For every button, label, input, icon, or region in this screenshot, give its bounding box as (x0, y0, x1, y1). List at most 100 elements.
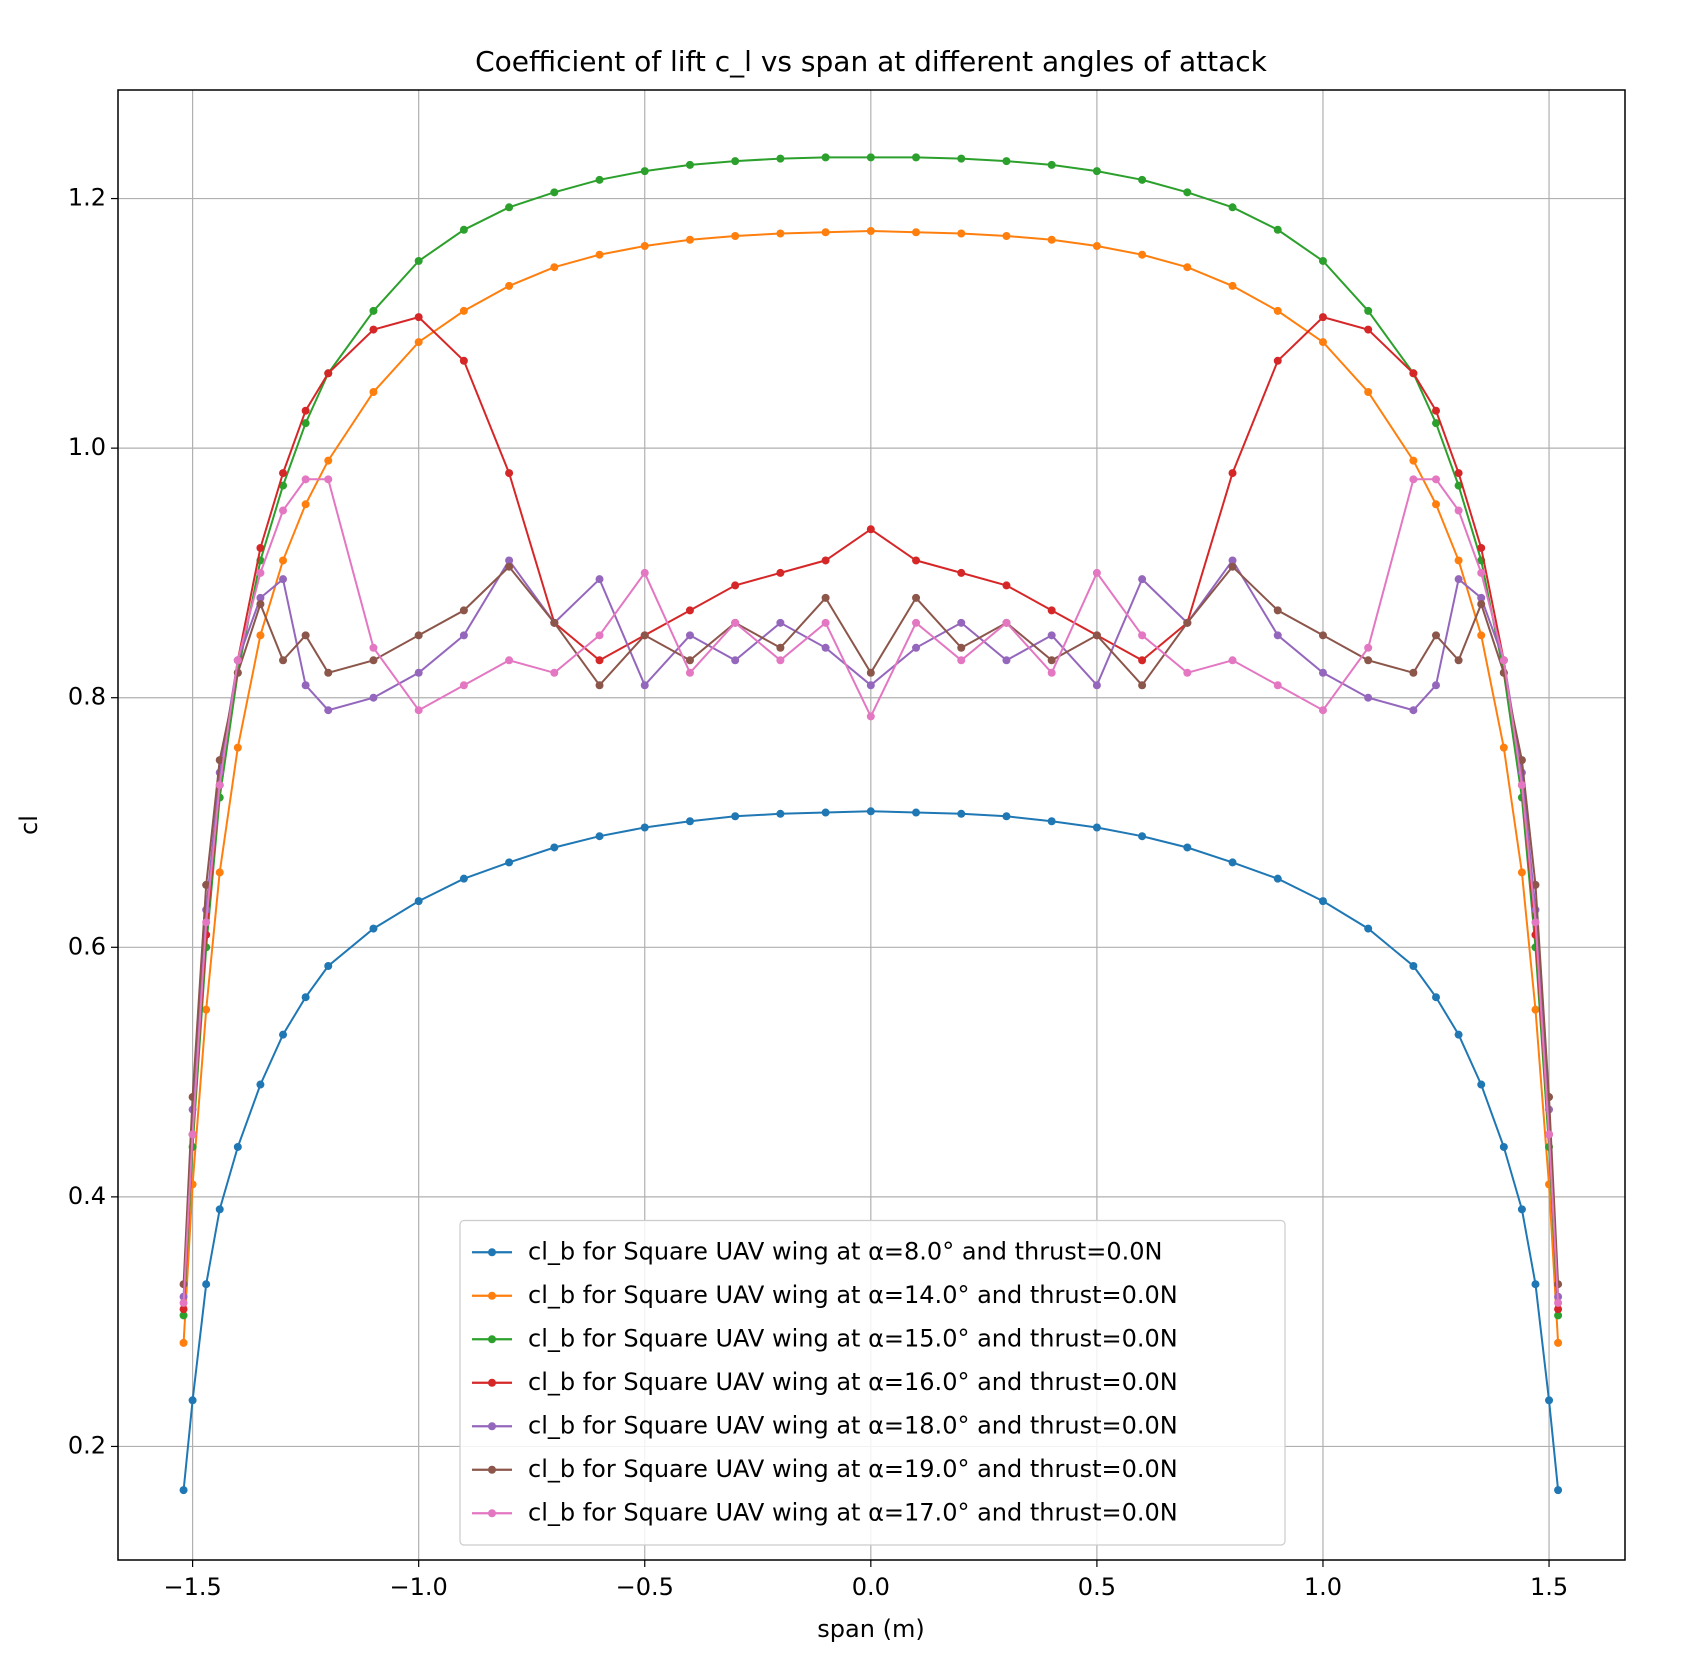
point (866, 525, 875, 534)
point (595, 575, 604, 584)
point (1432, 419, 1441, 428)
point (1092, 167, 1101, 176)
point (1531, 1280, 1540, 1289)
point (369, 306, 378, 315)
point (776, 154, 785, 163)
point (369, 325, 378, 334)
point (1432, 993, 1441, 1002)
point (1318, 256, 1327, 265)
point (595, 681, 604, 690)
point (505, 281, 514, 290)
legend-marker (488, 1422, 496, 1431)
point (685, 656, 694, 665)
point (1531, 880, 1540, 889)
point (776, 618, 785, 627)
point (731, 157, 740, 166)
point (179, 1305, 188, 1314)
point (1545, 1130, 1554, 1139)
point (1432, 500, 1441, 509)
point (301, 631, 310, 640)
point (1454, 469, 1463, 478)
point (505, 656, 514, 665)
point (1318, 631, 1327, 640)
point (505, 556, 514, 565)
point (1047, 606, 1056, 615)
point (776, 568, 785, 577)
point (1477, 568, 1486, 577)
point (1517, 756, 1526, 765)
point (1047, 668, 1056, 677)
point (1047, 235, 1056, 244)
point (1273, 356, 1282, 365)
point (1092, 241, 1101, 250)
point (957, 618, 966, 627)
point (459, 874, 468, 883)
x-tick-label: 1.5 (1530, 1573, 1568, 1601)
point (912, 618, 921, 627)
point (1409, 962, 1418, 971)
y-tick-label: 0.8 (68, 683, 106, 711)
point (1183, 263, 1192, 272)
point (1092, 823, 1101, 832)
point (1531, 1005, 1540, 1014)
legend-label: cl_b for Square UAV wing at α=16.0° and … (528, 1368, 1178, 1396)
point (1477, 1080, 1486, 1089)
point (912, 228, 921, 237)
point (369, 693, 378, 702)
point (640, 631, 649, 640)
point (1409, 369, 1418, 378)
point (301, 993, 310, 1002)
point (301, 419, 310, 428)
point (1364, 924, 1373, 933)
point (459, 631, 468, 640)
point (1047, 656, 1056, 665)
point (1364, 306, 1373, 315)
point (1183, 843, 1192, 852)
point (866, 681, 875, 690)
point (1273, 606, 1282, 615)
point (1499, 743, 1508, 752)
point (595, 656, 604, 665)
point (1554, 1305, 1563, 1314)
point (279, 575, 288, 584)
point (685, 160, 694, 169)
point (731, 232, 740, 241)
point (1228, 469, 1237, 478)
y-tick-label: 1.2 (68, 184, 106, 212)
point (324, 456, 333, 465)
point (957, 154, 966, 163)
point (821, 618, 830, 627)
x-axis-label: span (m) (817, 1615, 924, 1643)
point (1273, 631, 1282, 640)
point (324, 668, 333, 677)
point (1273, 306, 1282, 315)
point (301, 681, 310, 690)
point (1364, 656, 1373, 665)
point (414, 338, 423, 347)
point (1409, 475, 1418, 484)
point (1138, 631, 1147, 640)
point (279, 556, 288, 565)
point (866, 153, 875, 162)
point (1002, 812, 1011, 821)
legend-marker (488, 1248, 496, 1257)
point (324, 369, 333, 378)
legend-label: cl_b for Square UAV wing at α=14.0° and … (528, 1281, 1178, 1309)
point (1183, 188, 1192, 197)
point (1002, 157, 1011, 166)
x-tick-label: 0.0 (852, 1573, 890, 1601)
point (1545, 1396, 1554, 1405)
point (1318, 668, 1327, 677)
point (279, 1030, 288, 1039)
point (776, 809, 785, 818)
point (957, 656, 966, 665)
point (912, 153, 921, 162)
point (369, 656, 378, 665)
point (1454, 1030, 1463, 1039)
point (1454, 506, 1463, 515)
point (1364, 643, 1373, 652)
point (414, 313, 423, 322)
point (233, 743, 242, 752)
point (1228, 203, 1237, 212)
point (1002, 618, 1011, 627)
